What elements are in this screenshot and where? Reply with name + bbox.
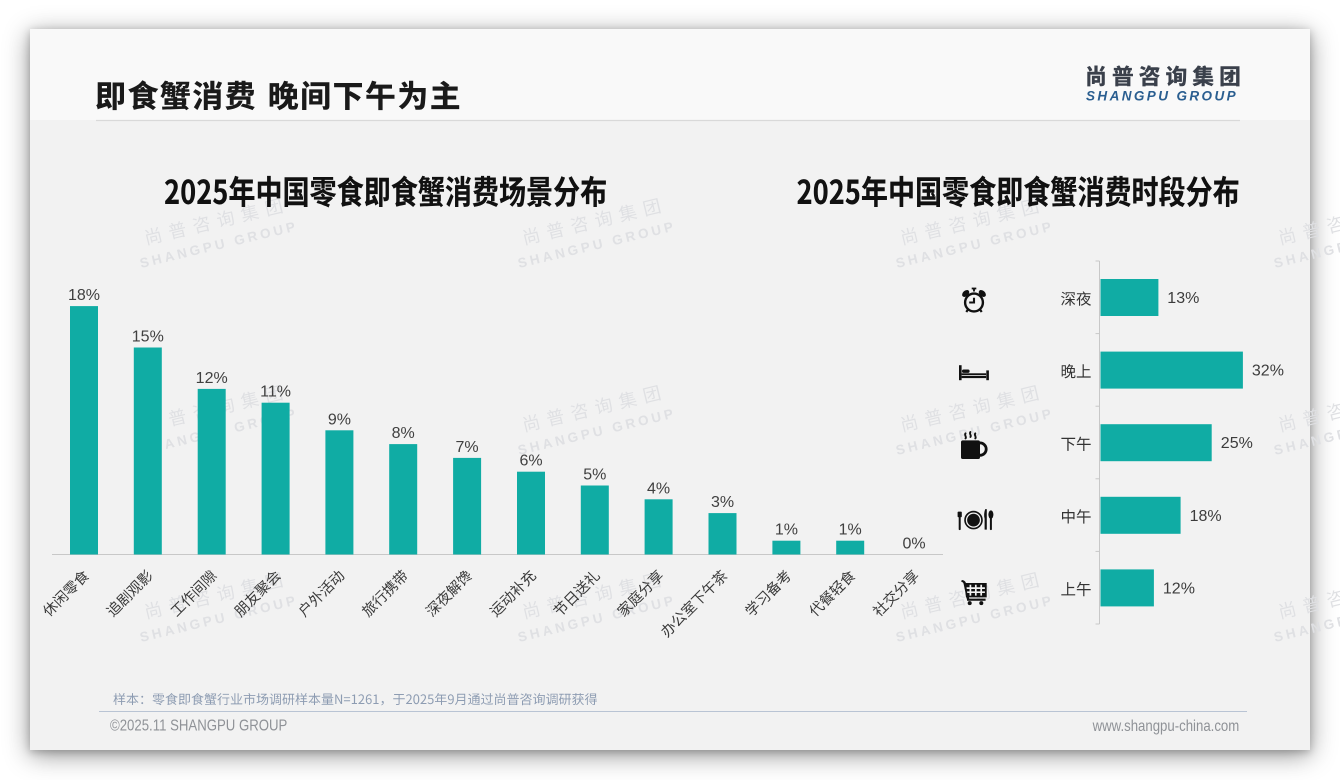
svg-text:1%: 1% (839, 522, 862, 539)
svg-text:9%: 9% (328, 411, 351, 428)
svg-text:©2025.11 SHANGPU GROUP: ©2025.11 SHANGPU GROUP (110, 717, 287, 734)
svg-text:25%: 25% (1221, 435, 1253, 452)
svg-text:12%: 12% (196, 370, 228, 387)
svg-text:12%: 12% (1163, 580, 1195, 597)
svg-text:15%: 15% (132, 329, 164, 346)
svg-text:www.shangpu-china.com: www.shangpu-china.com (1092, 718, 1240, 735)
svg-text:5%: 5% (583, 467, 606, 484)
svg-text:18%: 18% (68, 287, 100, 304)
svg-text:32%: 32% (1252, 363, 1284, 380)
svg-text:7%: 7% (456, 439, 479, 456)
svg-text:6%: 6% (519, 453, 542, 470)
svg-text:SHANGPU GROUP: SHANGPU GROUP (1086, 89, 1238, 104)
svg-text:18%: 18% (1190, 508, 1222, 525)
svg-text:3%: 3% (711, 494, 734, 511)
svg-text:0%: 0% (903, 536, 926, 553)
svg-text:8%: 8% (392, 425, 415, 442)
svg-text:13%: 13% (1167, 290, 1199, 307)
svg-text:4%: 4% (647, 480, 670, 497)
svg-text:1%: 1% (775, 522, 798, 539)
svg-text:11%: 11% (260, 384, 291, 401)
